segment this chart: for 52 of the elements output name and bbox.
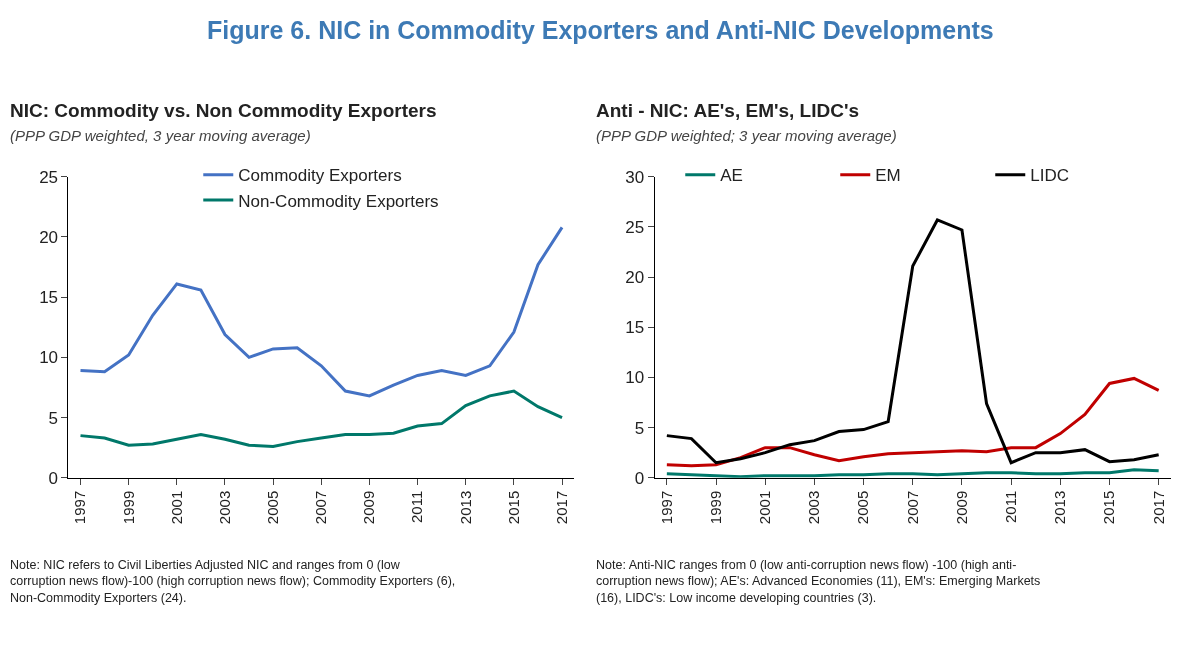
x-tick-label: 2011 [1002,490,1019,524]
legend-label: LIDC [1030,166,1069,186]
y-tick-label: 30 [625,167,645,187]
text: Figure 6. NIC in Commodity Exporters and Anti-NIC Developments [207,16,994,44]
y-tick-label: 15 [39,288,59,308]
y-tick-label: 20 [625,268,645,288]
chart-title: Anti - NIC: AE's, EM's, LIDC's [596,100,860,121]
x-tick-label: 1997 [657,490,675,525]
x-tick-label: 2009 [360,490,378,525]
x-tick-label: 2003 [805,490,823,525]
line-series [79,225,564,398]
chart-subtitle: (PPP GDP weighted; 3 year moving average) [596,127,897,144]
x-tick-label: 2015 [1100,490,1118,525]
y-tick-label: 10 [39,348,59,368]
x-tick-label: 2009 [952,490,970,525]
y-tick-label: 25 [39,167,59,187]
legend-label: AE [720,166,743,186]
x-tick-label: 2005 [854,490,872,525]
line-series [79,389,564,448]
text: Note: Anti-NIC ranges from 0 (low anti-corruption news flow) -100 (high anti-corruption news flow); AE's: Advanced Economies (11), EM's: Emerging Markets (16), LIDC's: Low income developing countries (3). [596,558,1041,605]
x-tick-label: 2017 [1149,490,1167,525]
x-tick-label: 2013 [1051,490,1069,525]
x-tick-label: 2011 [408,490,426,524]
x-tick-label: 2007 [903,490,921,525]
chart-title: NIC: Commodity vs. Non Commodity Exporters [10,100,437,121]
y-tick-label: 15 [625,318,645,338]
legend-label: Non-Commodity Exporters [238,191,439,211]
y-tick-label: 20 [39,227,59,247]
x-tick-label: 2001 [167,490,185,525]
x-tick-label: 2015 [504,490,522,525]
y-tick-label: 10 [625,368,645,388]
x-tick-label: 2003 [215,490,233,525]
x-tick-label: 2005 [263,490,281,525]
text: Note: NIC refers to Civil Liberties Adjusted NIC and ranges from 0 (low corruption news flow)-100 (high corruption news flow); Commodity Exporters (6), Non-Commodity Exporters (24). [10,558,456,605]
y-tick-label: 25 [625,217,645,237]
line-series [665,376,1161,468]
line-series [665,468,1161,478]
chart-subtitle: (PPP GDP weighted, 3 year moving average) [10,127,311,144]
legend-label: Commodity Exporters [238,166,402,186]
x-tick-label: 2001 [756,490,774,525]
line-series [665,218,1161,465]
legend-label: EM [875,166,901,186]
y-tick-label: 0 [48,468,59,488]
x-tick-label: 1999 [119,490,137,525]
y-tick-label: 5 [634,418,645,438]
x-tick-label: 2017 [552,490,570,525]
x-tick-label: 1999 [706,490,724,525]
x-tick-label: 2013 [456,490,474,525]
y-tick-label: 0 [634,468,645,488]
y-tick-label: 5 [48,408,59,428]
x-tick-label: 2007 [312,490,330,525]
x-tick-label: 1997 [71,490,89,525]
